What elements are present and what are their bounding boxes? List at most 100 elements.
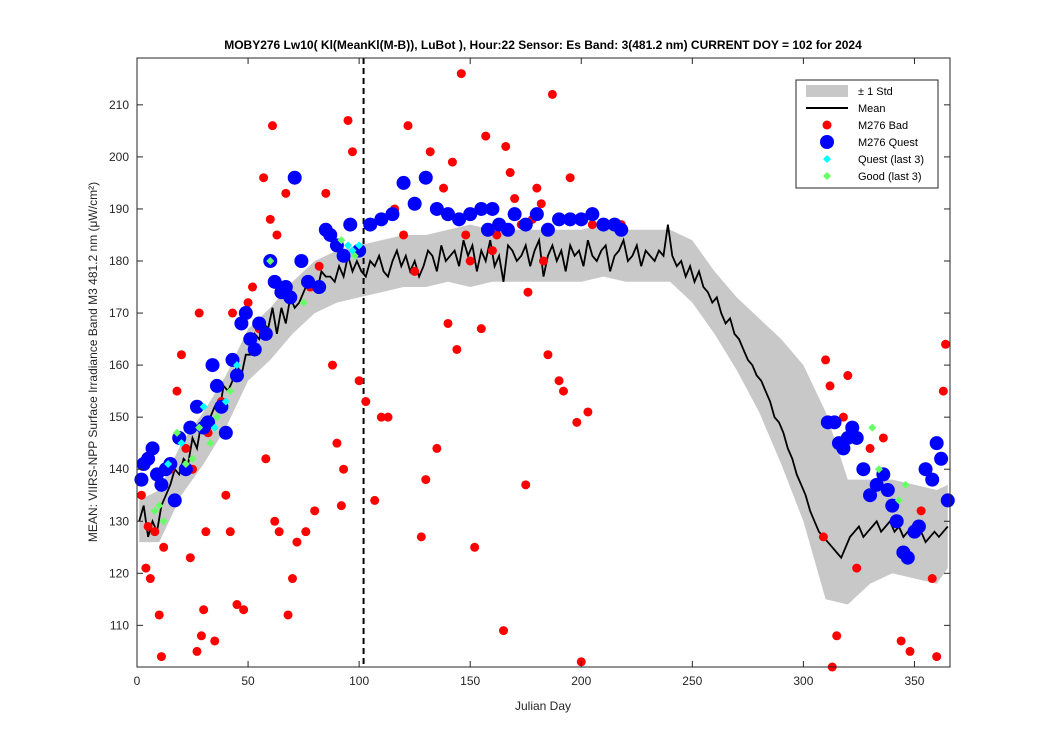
quest-point [167,493,182,508]
good-last3-point [299,298,308,307]
bad-point [481,131,491,141]
quest-point [418,170,433,185]
bad-point [521,480,531,490]
y-axis-label: MEAN: VIIRS-NPP Surface Irradiance Band … [86,182,100,542]
legend-item-band: ± 1 Std [806,85,893,98]
legend-item-bad: M276 Bad [822,120,908,132]
bad-point [896,636,906,646]
bad-point [310,506,320,516]
good-last3-point [226,387,235,396]
legend-box [795,79,939,189]
bad-point [470,542,480,552]
bad-point [465,256,475,266]
bad-point [916,506,926,516]
quest-point [518,217,533,232]
bad-point [272,230,282,240]
bad-point [443,318,453,328]
quest-point [889,514,904,529]
quest-point [267,274,282,289]
quest-point [925,472,940,487]
quest-point [189,399,204,414]
y-tick-label: 170 [109,306,129,320]
quest-point [145,441,160,456]
bad-point [821,355,831,365]
bad-point [410,266,420,276]
good-last3-point [195,423,204,432]
quest-point [218,425,233,440]
bad-point [172,386,182,396]
quest-point [500,222,515,237]
good-last3-point [266,257,275,265]
y-tick-label: 190 [109,202,129,216]
quest-last3-point [177,439,186,448]
bad-point [543,350,553,360]
bad-point [336,501,346,511]
legend-label: Mean [858,103,886,115]
bad-point [565,173,575,183]
quest-point [507,207,522,222]
bad-point [292,537,302,547]
quest-point [918,462,933,477]
good-last3-point [181,460,190,468]
std-band [139,224,948,605]
mean-line-layer [138,224,949,560]
bad-point [852,563,862,573]
quest-last3-point [221,397,230,406]
y-tick-label: 210 [109,98,129,112]
quest-point [885,498,900,513]
plot-frame [136,57,951,668]
legend-swatch [820,135,834,149]
quest-point [485,201,500,216]
std-band-layer [139,224,948,605]
legend-swatch [822,120,832,130]
quest-point [563,212,578,227]
quest-point [374,212,389,227]
y-tick-label: 110 [110,618,129,632]
y-tick-label: 120 [109,566,129,580]
quest-point [287,170,302,185]
bad-point [938,386,948,396]
legend-swatch [806,85,848,97]
bad-point [587,220,597,230]
bad-point [150,527,160,537]
bad-point [145,574,155,584]
legend-item-mean: Mean [806,103,886,115]
bad-point [259,173,269,183]
points-layer [134,69,955,672]
legend-label: M276 Bad [858,120,908,132]
good-last3-point [874,465,883,474]
legend-item-quest: M276 Quest [820,135,918,149]
bad-point [583,407,593,417]
quest-last3-point [232,361,241,370]
bad-point [461,230,471,240]
bad-point [354,376,364,386]
legend-label: M276 Quest [858,137,918,149]
bad-point [865,443,875,453]
quest-point [529,207,544,222]
bad-point [143,521,153,531]
bad-point [154,610,164,620]
bad-point [339,464,349,474]
quest-point [238,306,253,321]
bad-point [476,324,486,334]
y-tick-label: 140 [109,462,129,476]
good-last3-point [901,480,910,489]
quest-point [343,217,358,232]
quest-point [440,207,455,222]
quest-point [301,274,316,289]
bad-point [196,631,206,641]
bad-point [539,256,548,266]
quest-point [869,477,884,492]
y-tick-label: 160 [109,358,129,372]
bad-point [283,610,293,620]
bad-point [239,605,249,615]
bad-point [361,397,371,407]
quest-point [900,550,915,565]
bad-point [825,381,835,391]
x-tick-label: 0 [134,674,141,688]
quest-last3-point [210,423,219,432]
bad-point [492,230,502,240]
bad-point [452,344,462,354]
quest-point [201,415,216,430]
legend-item-quest-last3: Quest (last 3) [823,154,924,166]
